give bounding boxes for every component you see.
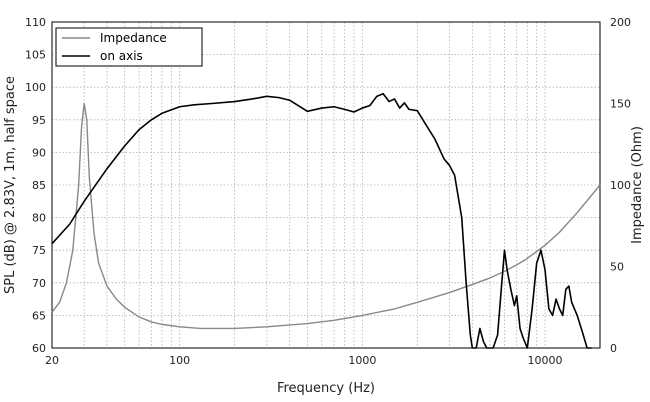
y-tick-label: 75 <box>32 244 46 257</box>
y-tick-label: 85 <box>32 179 46 192</box>
y2-tick-label: 0 <box>610 342 617 355</box>
y2-tick-label: 100 <box>610 179 631 192</box>
y2-axis-ticks: 0 50 100 150 200 <box>610 16 631 355</box>
y-tick-label: 70 <box>32 277 46 290</box>
series-layer <box>51 92 601 349</box>
y-tick-label: 105 <box>25 49 46 62</box>
x-tick-label: 1000 <box>348 354 376 367</box>
y-tick-label: 90 <box>32 146 46 159</box>
x-axis-label: Frequency (Hz) <box>277 381 375 396</box>
y-tick-label: 80 <box>32 212 46 225</box>
y-axis-ticks: 60 65 70 75 80 85 90 95 100 105 110 <box>25 16 46 355</box>
y-tick-label: 110 <box>25 16 46 29</box>
x-axis-ticks: 20 100 1000 10000 <box>45 354 563 367</box>
x-tick-label: 20 <box>45 354 59 367</box>
legend-box <box>55 27 203 67</box>
y-axis-label: SPL (dB) @ 2.83V, 1m, half space <box>3 76 18 294</box>
y-tick-label: 95 <box>32 114 46 127</box>
x-tick-label: 10000 <box>528 354 563 367</box>
y-tick-label: 65 <box>32 309 46 322</box>
y2-tick-label: 50 <box>610 261 624 274</box>
y-tick-label: 100 <box>25 81 46 94</box>
x-tick-label: 100 <box>169 354 190 367</box>
legend-label-impedance: Impedance <box>100 31 167 45</box>
y-tick-label: 60 <box>32 342 46 355</box>
legend-label-on-axis: on axis <box>100 49 143 63</box>
y2-tick-label: 150 <box>610 98 631 111</box>
legend: Impedance on axis <box>55 27 203 67</box>
series-line-on-axis <box>51 92 592 349</box>
y2-tick-label: 200 <box>610 16 631 29</box>
y2-axis-label: Impedance (Ohm) <box>630 126 645 244</box>
